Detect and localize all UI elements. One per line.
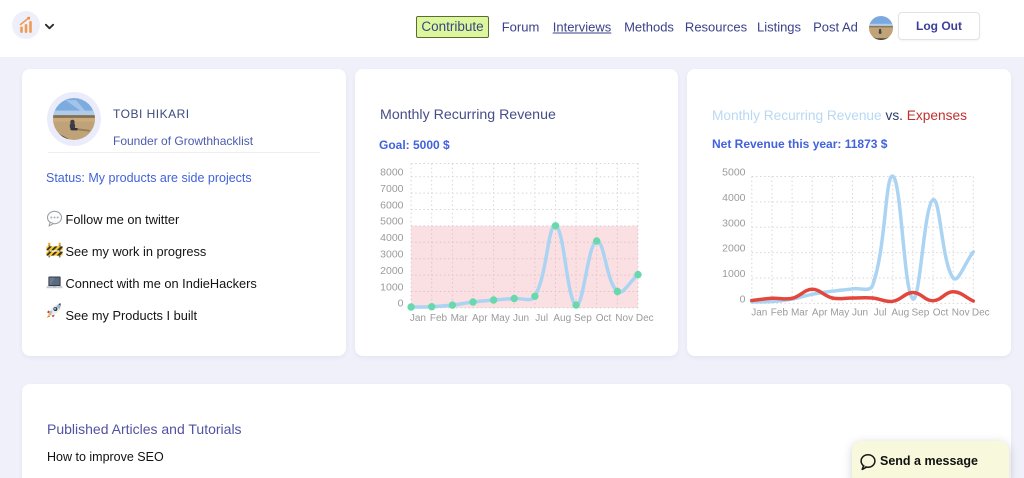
svg-text:Mar: Mar	[791, 308, 809, 319]
svg-text:Jun: Jun	[852, 308, 868, 319]
svg-text:Aug: Aug	[553, 313, 571, 324]
svg-text:5000: 5000	[722, 167, 746, 179]
svg-text:Aug: Aug	[891, 308, 909, 319]
svg-text:Sep: Sep	[574, 313, 592, 324]
svg-text:Nov: Nov	[615, 313, 633, 324]
svg-text:Nov: Nov	[952, 308, 970, 319]
svg-text:Jul: Jul	[535, 313, 548, 324]
svg-text:4000: 4000	[380, 232, 404, 244]
svg-text:Apr: Apr	[812, 308, 828, 319]
svg-text:5000: 5000	[380, 216, 404, 228]
svg-text:0: 0	[740, 294, 746, 306]
svg-text:8000: 8000	[380, 167, 404, 179]
svg-text:Jul: Jul	[874, 308, 887, 319]
svg-text:3000: 3000	[722, 217, 746, 229]
svg-text:Oct: Oct	[596, 313, 612, 324]
svg-text:Jan: Jan	[410, 313, 426, 324]
svg-text:0: 0	[398, 298, 404, 310]
svg-text:Oct: Oct	[933, 308, 949, 319]
svg-text:Dec: Dec	[972, 308, 990, 319]
svg-text:Dec: Dec	[636, 313, 654, 324]
svg-text:1000: 1000	[380, 281, 404, 293]
svg-text:Apr: Apr	[472, 313, 488, 324]
svg-text:3000: 3000	[380, 249, 404, 261]
svg-text:7000: 7000	[380, 183, 404, 195]
svg-text:2000: 2000	[380, 265, 404, 277]
svg-text:6000: 6000	[380, 199, 404, 211]
svg-text:Jan: Jan	[751, 308, 767, 319]
svg-text:Sep: Sep	[912, 308, 930, 319]
svg-text:4000: 4000	[722, 192, 746, 204]
svg-text:May: May	[830, 308, 849, 319]
svg-text:Mar: Mar	[451, 313, 469, 324]
svg-text:May: May	[491, 313, 510, 324]
svg-text:Jun: Jun	[513, 313, 529, 324]
svg-text:Feb: Feb	[430, 313, 448, 324]
svg-text:1000: 1000	[722, 268, 746, 280]
svg-text:Feb: Feb	[771, 308, 789, 319]
svg-text:2000: 2000	[722, 243, 746, 255]
